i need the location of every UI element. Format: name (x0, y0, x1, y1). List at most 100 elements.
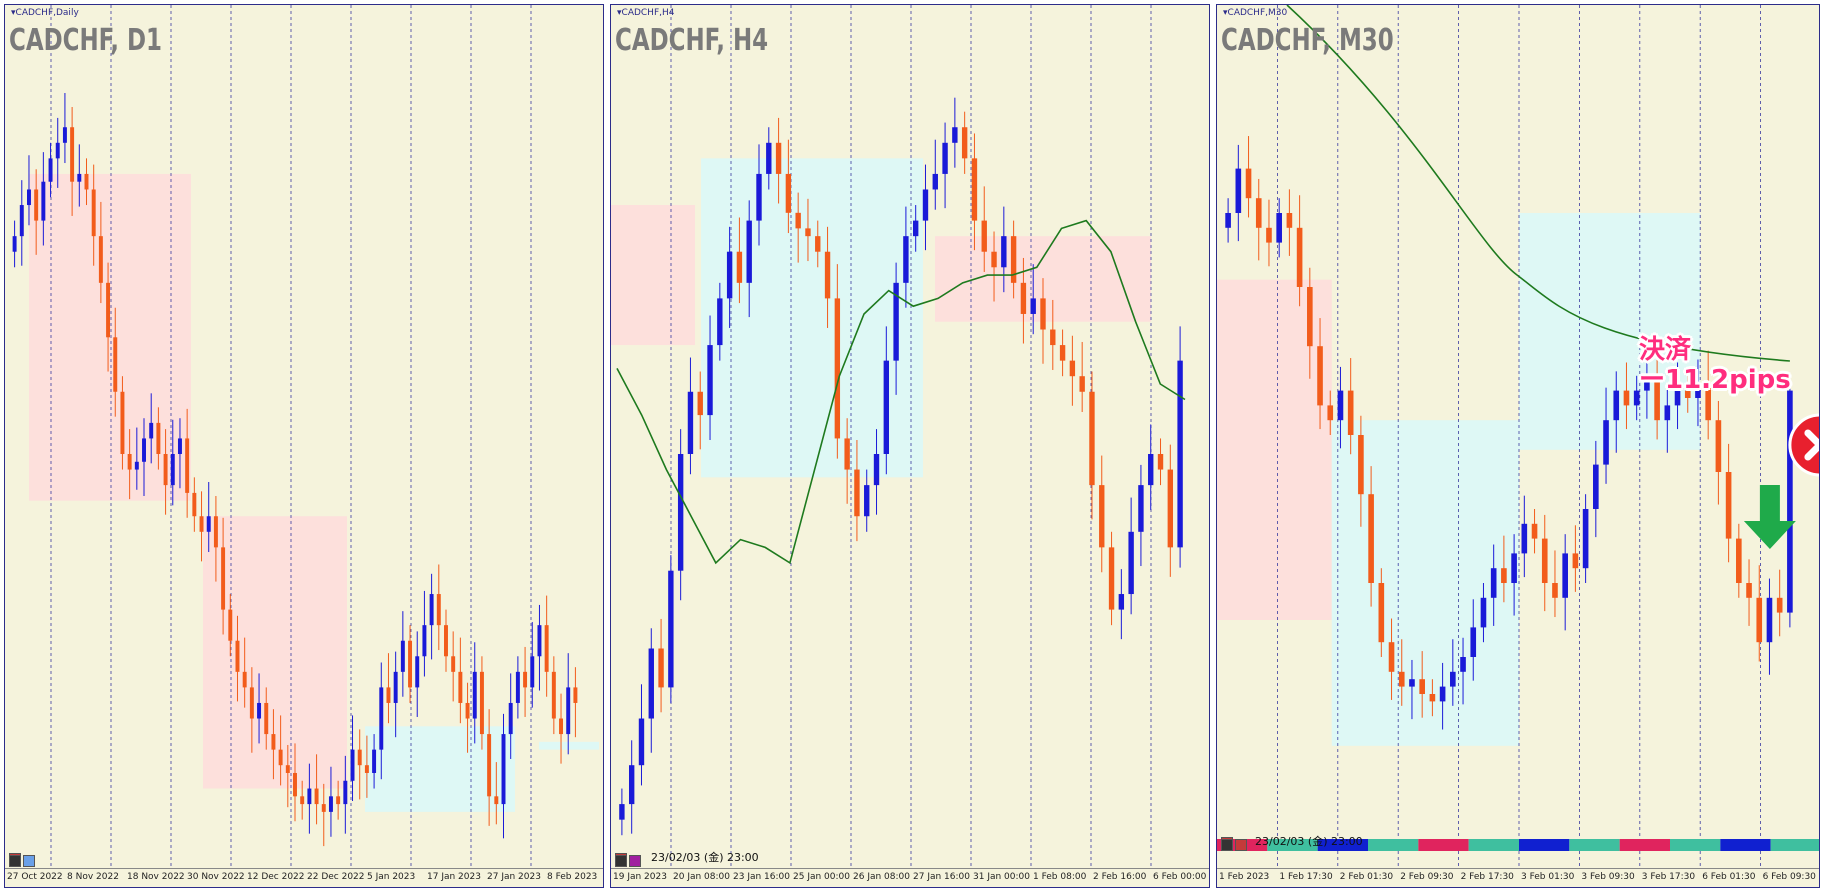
candle-body (530, 656, 535, 688)
candle-body (1069, 360, 1076, 377)
candle-body (952, 127, 958, 143)
window-label: CADCHF,M30 (1223, 8, 1288, 18)
candle-body (523, 671, 528, 688)
candle-body (736, 251, 743, 283)
candle-body (1059, 345, 1066, 361)
toolbar-button[interactable] (23, 855, 35, 867)
candle-body (1695, 383, 1701, 398)
candle-body (328, 796, 333, 812)
x-tick-label: 8 Feb 2023 (547, 872, 598, 882)
candle-body (766, 142, 772, 174)
candle-body (1633, 390, 1640, 406)
candle-body (285, 765, 290, 773)
candle-body (805, 228, 811, 237)
moving-average-line (1286, 5, 1790, 362)
toolbar-button[interactable] (629, 855, 641, 867)
candle-body (1001, 236, 1007, 268)
candle-body (271, 734, 276, 750)
candle-body (415, 656, 420, 688)
candle-body (1020, 282, 1027, 314)
x-tick-label: 3 Feb 01:30 (1521, 872, 1575, 882)
chart-panel-d1[interactable]: CADCHF,Daily CADCHF, D1 27 Oct 2022 8 Nov… (4, 4, 604, 888)
candle-body (1050, 329, 1056, 346)
x-tick-label: 27 Jan 2023 (487, 872, 541, 882)
x-tick-label: 1 Feb 2023 (1219, 872, 1270, 882)
candle-body (372, 749, 377, 773)
candle-body (961, 127, 968, 159)
x-tick-label: 6 Feb 01:30 (1702, 872, 1756, 882)
candle-body (1148, 454, 1154, 486)
candle-body (379, 687, 384, 750)
candle-body (1266, 227, 1272, 243)
x-tick-label: 26 Jan 08:00 (853, 872, 910, 882)
candle-body (1572, 553, 1579, 569)
demand-zone (365, 726, 515, 812)
candle-body (156, 422, 161, 454)
candle-body (573, 687, 578, 703)
candle-body (785, 173, 792, 213)
candle-body (1398, 671, 1405, 687)
candle-body (149, 422, 154, 439)
demand-zone (539, 741, 599, 750)
toolbar-button[interactable] (615, 855, 627, 867)
candle-body (1490, 568, 1497, 598)
chart-panel-m30[interactable]: CADCHF,M30 CADCHF, M30 23/02/03 (金) 23:0… (1216, 4, 1820, 888)
candle-body (134, 461, 139, 470)
candle-body (221, 547, 226, 610)
candle-body (364, 765, 369, 773)
toolbar-button[interactable] (1235, 839, 1247, 851)
session-bar (1619, 839, 1670, 851)
x-tick-label: 20 Jan 08:00 (673, 872, 730, 882)
toolbar-button[interactable] (9, 855, 21, 867)
supply-zone (1217, 279, 1332, 620)
candle-body (436, 594, 441, 626)
timestamp: 23/02/03 (金) 23:00 (651, 851, 759, 864)
candle-body (515, 671, 520, 703)
x-tick-label: 3 Feb 17:30 (1641, 872, 1696, 882)
candle-body (177, 438, 182, 454)
candle-body (1531, 523, 1538, 539)
supply-zone (611, 205, 695, 346)
candle-body (1766, 597, 1773, 643)
candle-body (98, 236, 103, 283)
candle-body (1480, 597, 1487, 628)
candle-body (235, 640, 240, 672)
candle-body (717, 298, 723, 346)
candle-body (142, 438, 146, 462)
candle-body (91, 189, 96, 237)
candle-body (1307, 287, 1313, 347)
candle-body (1255, 198, 1262, 228)
candle-body (551, 671, 556, 719)
candle-body (844, 438, 850, 470)
candle-body (1562, 553, 1568, 598)
candle-body (1419, 679, 1425, 694)
candle-body (106, 282, 111, 338)
toolbar-button[interactable] (1221, 839, 1233, 851)
chart-d1-svg (12, 5, 599, 871)
candle-body (1089, 391, 1095, 486)
candle-body (386, 687, 391, 703)
x-tick-label: 6 Feb 09:30 (1762, 872, 1816, 882)
candle-body (824, 251, 831, 299)
candle-body (1040, 298, 1046, 330)
chart-panel-h4[interactable]: CADCHF,H4 CADCHF, H4 23/02/03 (金) 23:00 … (610, 4, 1210, 888)
candle-body (1552, 583, 1558, 598)
session-bar (1468, 839, 1519, 851)
x-tick-label: 23 Jan 16:00 (733, 872, 790, 882)
candle-body (113, 337, 118, 392)
candle-body (501, 734, 506, 805)
candle-body (508, 702, 513, 735)
candle-body (991, 251, 997, 268)
candle-body (487, 734, 492, 797)
candle-body (1460, 657, 1466, 672)
candle-body (343, 780, 348, 805)
candle-body (619, 804, 625, 820)
candle-body (1128, 531, 1134, 595)
candle-body (1286, 213, 1293, 228)
candle-body (537, 625, 542, 657)
candle-body (192, 492, 197, 517)
candle-body (249, 687, 254, 719)
candle-body (1644, 375, 1650, 391)
session-bar (1368, 839, 1419, 851)
candle-body (559, 718, 564, 735)
